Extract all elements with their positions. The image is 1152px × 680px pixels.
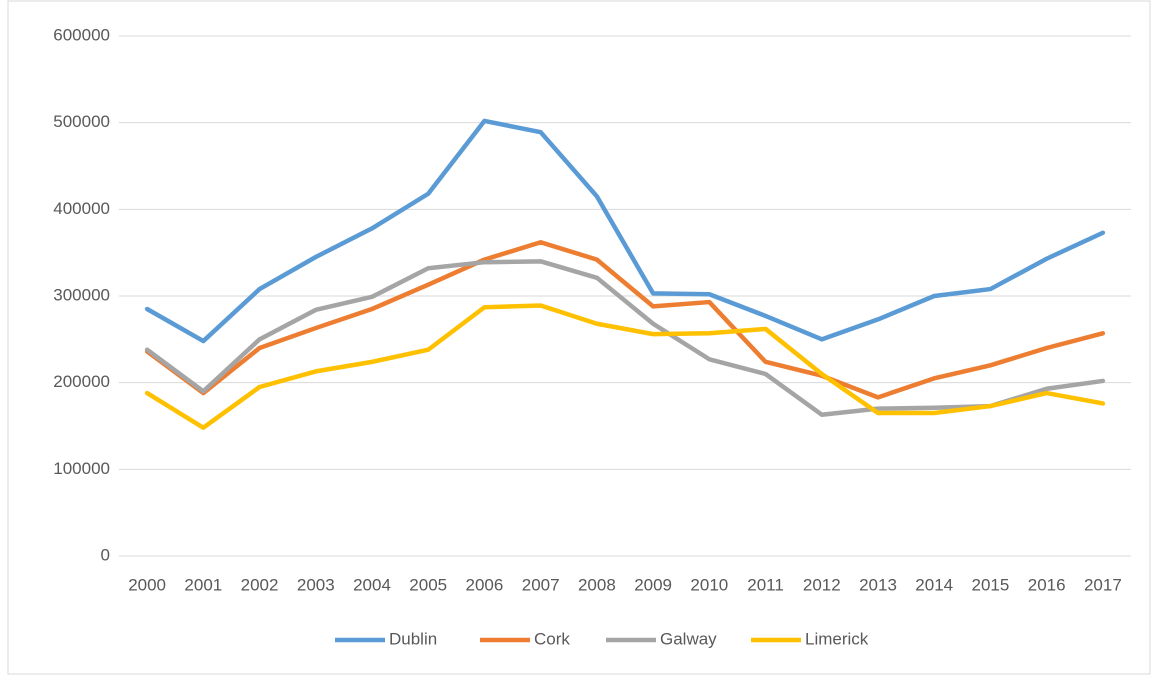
y-tick-label: 300000 (53, 285, 110, 304)
legend-label: Limerick (805, 629, 869, 648)
x-tick-label: 2013 (859, 575, 897, 594)
x-tick-label: 2007 (522, 575, 560, 594)
x-tick-label: 2005 (409, 575, 447, 594)
y-tick-label: 600000 (53, 25, 110, 44)
series-line (144, 259, 1106, 417)
y-tick-label: 100000 (53, 459, 110, 478)
x-tick-label: 2010 (690, 575, 728, 594)
x-tick-label: 2004 (353, 575, 391, 594)
x-tick-label: 2011 (747, 575, 784, 594)
x-tick-label: 2012 (803, 575, 841, 594)
legend-label: Dublin (389, 629, 437, 648)
legend-label: Galway (660, 629, 717, 648)
y-tick-label: 200000 (53, 372, 110, 391)
series-line (144, 303, 1106, 430)
x-tick-label: 2003 (297, 575, 335, 594)
x-tick-label: 2016 (1028, 575, 1066, 594)
x-tick-label: 2017 (1084, 575, 1122, 594)
series-line (144, 118, 1106, 344)
x-tick-label: 2006 (466, 575, 504, 594)
x-tick-label: 2000 (128, 575, 166, 594)
x-tick-label: 2002 (241, 575, 279, 594)
y-tick-label: 0 (101, 545, 110, 564)
series-line (144, 240, 1106, 400)
y-tick-label: 500000 (53, 112, 110, 131)
x-tick-label: 2001 (184, 575, 222, 594)
x-tick-label: 2008 (578, 575, 616, 594)
y-tick-label: 400000 (53, 199, 110, 218)
x-tick-label: 2015 (972, 575, 1010, 594)
chart-border (7, 0, 1151, 675)
x-tick-label: 2009 (634, 575, 672, 594)
legend-label: Cork (534, 629, 570, 648)
x-tick-label: 2014 (915, 575, 953, 594)
